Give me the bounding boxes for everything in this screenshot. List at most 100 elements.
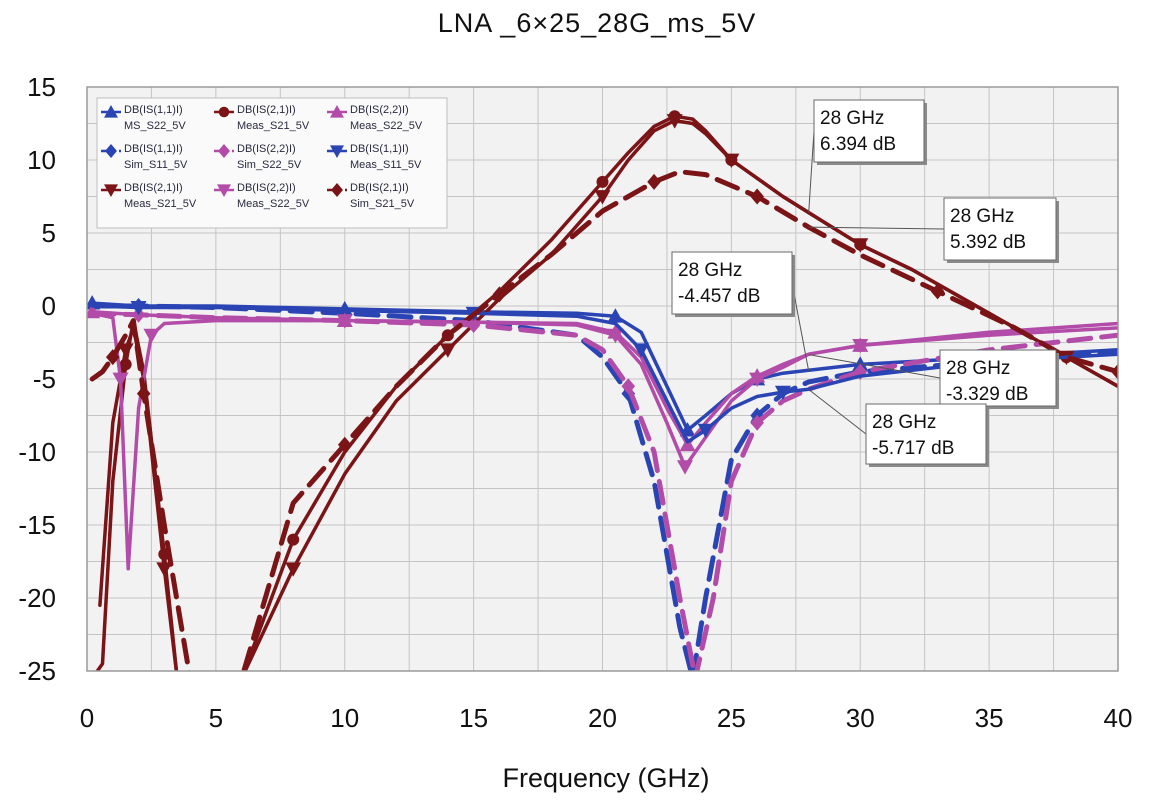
legend-box — [96, 97, 448, 229]
series-marker — [86, 672, 98, 684]
x-tick-label: 0 — [80, 703, 94, 733]
annotation-value: -3.329 dB — [946, 384, 1028, 405]
annotation-box — [671, 251, 793, 315]
legend-swatch-marker — [104, 105, 118, 118]
chart-title: LNA _6×25_28G_ms_5V — [438, 8, 756, 38]
annotation-frequency: 28 GHz — [678, 260, 742, 281]
legend-label-name: Sim_S22_5V — [237, 159, 302, 171]
legend-label-name: Sim_S11_5V — [124, 159, 188, 171]
series-marker — [285, 562, 302, 577]
annotation-leader — [808, 354, 941, 379]
legend-label-expr: DB(IS(2,1)I) — [350, 182, 409, 194]
annotation-frequency: 28 GHz — [950, 206, 1014, 227]
legend-label-name: MS_S22_5V — [124, 120, 186, 132]
legend-item: DB(IS(2,1)I) Meas_S21_5V — [214, 104, 310, 132]
legend-label-expr: DB(IS(1,1)I) — [350, 143, 409, 155]
series-layer — [86, 110, 1118, 684]
series-marker — [119, 358, 132, 371]
legend-label-name: Meas_S21_5V — [237, 120, 310, 132]
series-marker — [697, 423, 714, 439]
series-marker — [596, 175, 609, 188]
legend-swatch-marker — [331, 183, 343, 197]
legend-label-name: Meas_S22_5V — [350, 120, 423, 132]
series-Sim_S21_5V — [89, 169, 1118, 671]
series-marker — [621, 378, 636, 395]
series-line — [90, 304, 1118, 444]
x-tick-labels: 0 5 10 15 20 25 30 35 40 — [80, 703, 1133, 733]
x-tick-label: 30 — [846, 703, 875, 733]
series-marker — [105, 349, 120, 366]
legend-item: DB(IS(1,1)I) MS_S22_5V — [101, 104, 186, 132]
annotation-frequency: 28 GHz — [820, 108, 884, 129]
legend-label-name: Sim_S21_5V — [350, 198, 415, 210]
annotation-frequency: 28 GHz — [872, 412, 936, 433]
series-marker — [692, 670, 694, 671]
legend-swatch-marker — [105, 144, 117, 158]
annotations: 28 GHz 6.394 dB 28 GHz 5.392 dB 28 GHz -4.457… — [671, 99, 1059, 467]
y-tick-label: 10 — [27, 145, 56, 175]
annotation-value: -5.717 dB — [872, 438, 954, 459]
annotation-value: 5.392 dB — [950, 232, 1026, 253]
x-tick-label: 35 — [975, 703, 1004, 733]
legend-item: DB(IS(2,1)I) Meas_S21_5V — [101, 182, 197, 210]
series-marker — [854, 238, 867, 251]
series-marker — [694, 670, 696, 671]
series-marker — [668, 110, 681, 123]
y-tick-label: -5 — [33, 364, 56, 394]
series-marker — [87, 303, 101, 319]
series-marker — [287, 533, 300, 546]
legend-swatch-marker — [218, 106, 230, 118]
annotation-box — [813, 99, 925, 163]
annotation-leader — [808, 130, 815, 213]
x-tick-label: 25 — [717, 703, 746, 733]
legend-swatch-marker — [104, 184, 118, 197]
legend-label-name: Meas_S11_5V — [350, 159, 422, 171]
legend-label-expr: DB(IS(2,1)I) — [124, 182, 183, 194]
legend-label-expr: DB(IS(2,1)I) — [237, 104, 296, 116]
series-marker — [607, 324, 624, 339]
series-marker — [725, 154, 738, 166]
annotation-value: -4.457 dB — [678, 286, 760, 307]
series-marker — [439, 343, 456, 358]
x-tick-label: 10 — [330, 703, 359, 733]
legend-label-expr: DB(IS(1,1)I) — [124, 143, 183, 155]
legend-label-expr: DB(IS(2,2)I) — [350, 104, 409, 116]
annotation-frequency: 28 GHz — [946, 358, 1010, 379]
series-marker — [749, 368, 766, 383]
series-line — [89, 169, 1118, 671]
plot-frame — [86, 86, 1119, 672]
series-marker — [130, 301, 147, 316]
annotation-callout: 28 GHz -4.457 dB — [671, 251, 810, 372]
series-marker — [750, 414, 764, 431]
series-marker — [607, 308, 624, 323]
series-marker — [336, 312, 353, 327]
y-tick-labels: 15 10 5 0 -5 -10 -15 -20 -25 — [18, 72, 56, 686]
annotation-callout: 28 GHz -5.717 dB — [808, 389, 989, 467]
series-marker — [750, 188, 764, 205]
series-Meas_S22_5V — [87, 303, 1118, 452]
legend: DB(IS(1,1)I) MS_S22_5V DB(IS(1,1)I) Sim_S11… — [96, 97, 448, 229]
annotation-box — [865, 403, 987, 465]
series-marker — [679, 436, 696, 452]
annotation-leader — [808, 389, 867, 435]
legend-swatch-marker — [330, 145, 344, 158]
legend-swatch-marker — [217, 184, 231, 197]
series-marker — [676, 460, 693, 475]
annotation-callout: 28 GHz 5.392 dB — [808, 197, 1059, 263]
annotation-callout: 28 GHz -3.329 dB — [808, 349, 1059, 409]
annotation-leader — [808, 226, 945, 230]
series-marker — [337, 436, 352, 453]
x-axis-label: Frequency (GHz) — [502, 763, 709, 793]
legend-label-expr: DB(IS(2,2)I) — [237, 143, 296, 155]
series-marker — [202, 670, 204, 671]
legend-label-name: Meas_S22_5V — [237, 198, 310, 210]
series-marker — [1111, 363, 1118, 380]
series-marker — [774, 385, 791, 401]
legend-swatch-marker — [218, 144, 230, 158]
series-marker — [492, 286, 507, 303]
legend-label-expr: DB(IS(2,2)I) — [237, 182, 296, 194]
y-tick-label: 0 — [42, 291, 56, 321]
series-marker — [594, 190, 611, 205]
annotation-box — [939, 349, 1057, 407]
